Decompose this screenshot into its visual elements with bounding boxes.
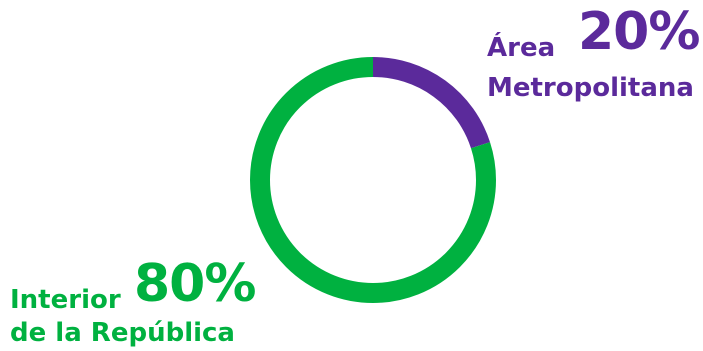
slice-subname-interior: de la República: [10, 318, 235, 348]
donut-slice-interior: [250, 57, 496, 303]
slice-percent-interior: 80%: [134, 254, 256, 314]
slice-name-metropolitana: Área: [487, 33, 556, 63]
slice-subname-metropolitana: Metropolitana: [487, 73, 694, 103]
slice-name-interior: Interior: [10, 285, 121, 315]
slice-percent-metropolitana: 20%: [578, 2, 700, 62]
